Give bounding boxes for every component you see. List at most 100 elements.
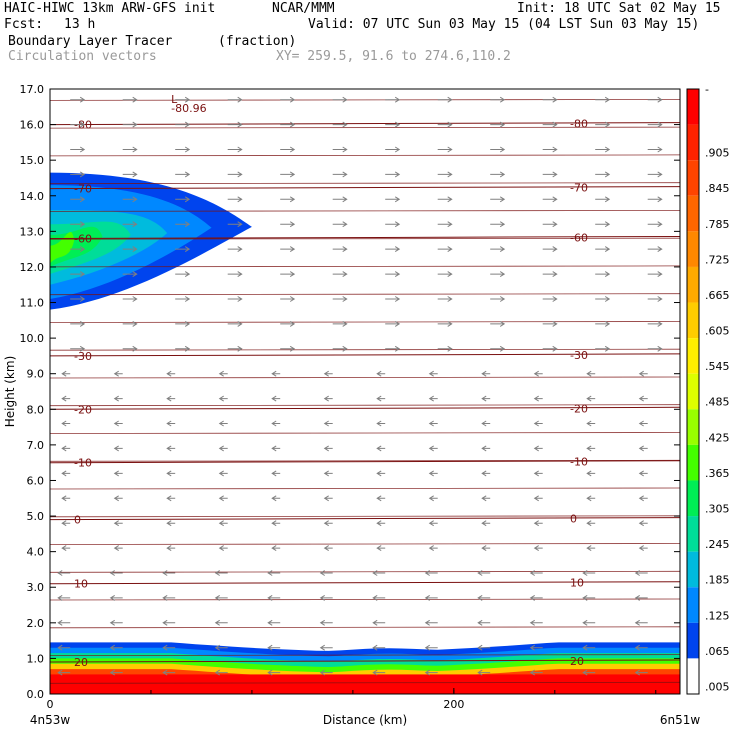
wind-vector <box>113 495 123 502</box>
wind-vector <box>477 669 491 676</box>
wind-vector <box>323 395 333 402</box>
wind-vector <box>638 470 648 477</box>
wind-vector <box>271 395 281 402</box>
wind-vector <box>376 370 386 377</box>
low-center-symbol: L <box>171 93 178 106</box>
wind-vector <box>481 470 491 477</box>
wind-vector <box>481 445 491 452</box>
y-tick-label: 0.0 <box>27 688 45 701</box>
wind-vector <box>162 570 176 576</box>
wind-vector <box>70 196 86 203</box>
wind-vector <box>533 545 543 552</box>
wind-vector <box>122 271 138 278</box>
wind-vector <box>481 420 491 427</box>
colorbar-swatch <box>687 302 699 339</box>
wind-vector <box>533 395 543 402</box>
wind-vector <box>109 669 123 676</box>
wind-vector <box>481 370 491 377</box>
colorbar-swatch <box>687 480 699 517</box>
colorbar-swatch <box>687 551 699 588</box>
wind-vector <box>175 171 191 178</box>
tracer-plume <box>50 231 75 264</box>
wind-vector <box>70 221 86 228</box>
tracer-core-surface <box>50 674 680 694</box>
wind-vector <box>424 669 438 676</box>
wind-vector <box>638 520 648 527</box>
wind-vector <box>175 320 191 327</box>
wind-vector <box>647 171 663 178</box>
y-tick-label: 2.0 <box>27 617 45 630</box>
y-axis-title: Height (km) <box>3 356 17 427</box>
wind-vector <box>428 470 438 477</box>
wind-vector <box>319 619 333 626</box>
wind-vector <box>586 370 596 377</box>
y-tick-label: 5.0 <box>27 510 45 523</box>
wind-vector <box>595 345 611 352</box>
wind-vector <box>529 594 543 601</box>
colorbar-swatch <box>687 160 699 196</box>
wind-vector <box>542 221 558 228</box>
colorbar-label: .605 <box>705 325 730 338</box>
x-tick-label: 200 <box>443 698 464 711</box>
wind-vector <box>477 619 491 626</box>
wind-vector <box>428 545 438 552</box>
wind-vector <box>586 520 596 527</box>
wind-vector <box>280 196 296 203</box>
colorbar-label: .485 <box>705 396 730 409</box>
y-tick-label: 7.0 <box>27 439 45 452</box>
wind-vector <box>166 520 176 527</box>
wind-vector <box>162 669 176 676</box>
isentrope-line <box>49 570 681 573</box>
wind-vector <box>490 271 506 278</box>
wind-vector <box>319 669 333 676</box>
wind-vector <box>214 669 228 676</box>
contour-line-0 <box>49 517 681 521</box>
contour-label: -30 <box>74 350 92 363</box>
wind-vector <box>218 520 228 527</box>
wind-vector <box>323 445 333 452</box>
colorbar-label: .365 <box>705 467 730 480</box>
wind-vector <box>332 171 348 178</box>
wind-vector <box>61 520 71 527</box>
wind-vector <box>372 570 386 576</box>
wind-vector <box>175 296 191 302</box>
isentrope-line <box>49 99 681 101</box>
contour-label: -10 <box>570 456 588 469</box>
wind-vector <box>319 594 333 601</box>
wind-vector <box>533 520 543 527</box>
wind-vector <box>280 121 296 128</box>
isentrope-line <box>49 487 681 490</box>
wind-vector <box>376 395 386 402</box>
wind-vector <box>490 121 506 128</box>
wind-vector <box>638 445 648 452</box>
isentrope-line <box>49 654 681 656</box>
wind-vector <box>542 171 558 178</box>
wind-vector <box>166 470 176 477</box>
wind-vector <box>437 171 453 178</box>
wind-vector <box>376 420 386 427</box>
wind-vector <box>424 619 438 626</box>
wind-vector <box>385 121 401 128</box>
valid-time: Valid: 07 UTC Sun 03 May 15 (04 LST Sun … <box>308 17 700 32</box>
colorbar-swatch <box>687 622 699 659</box>
wind-vector <box>385 345 401 352</box>
wind-vector <box>490 345 506 352</box>
wind-vector <box>323 495 333 502</box>
colorbar-swatch <box>687 231 699 267</box>
wind-vector <box>227 221 243 228</box>
wind-vector <box>218 445 228 452</box>
wind-vector <box>376 520 386 527</box>
y-tick-label: 3.0 <box>27 581 45 594</box>
wind-vector <box>70 320 86 327</box>
wind-vector <box>175 121 191 128</box>
wind-vector <box>542 320 558 327</box>
wind-vector <box>529 644 543 651</box>
wind-vector <box>122 345 138 352</box>
wind-vector <box>582 570 596 576</box>
y-tick-label: 14.0 <box>20 190 45 203</box>
wind-vector <box>227 196 243 203</box>
wind-vector <box>586 470 596 477</box>
y-tick-label: 9.0 <box>27 368 45 381</box>
isentrope-line <box>49 515 681 518</box>
wind-vector <box>385 246 401 253</box>
